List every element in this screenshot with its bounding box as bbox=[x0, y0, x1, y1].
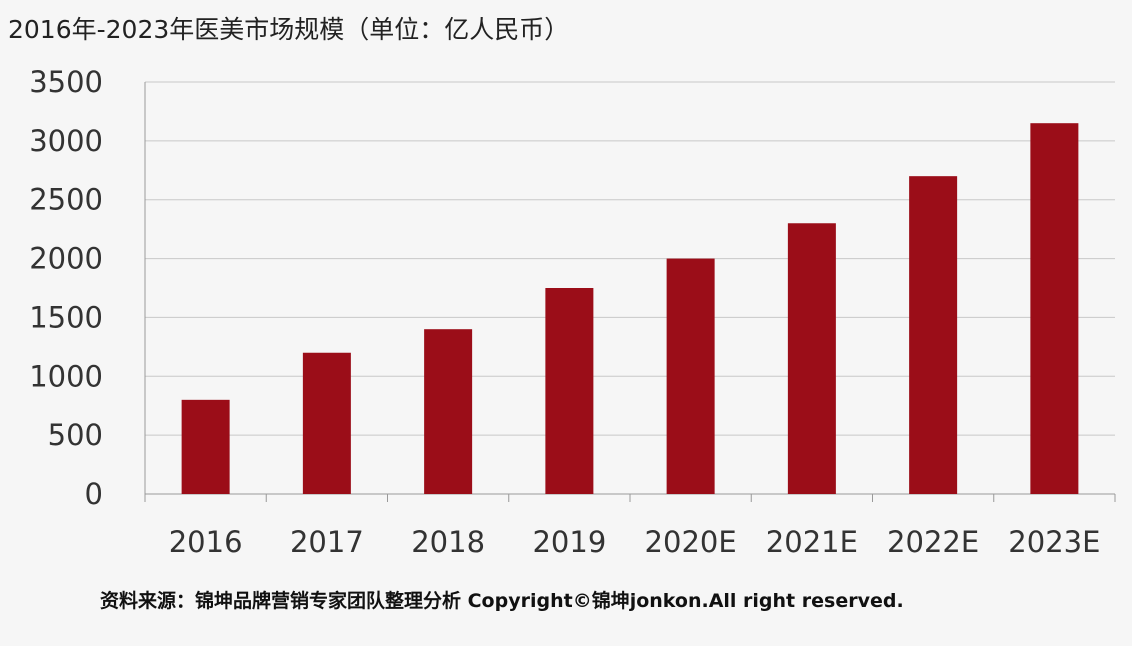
y-tick-label: 3500 bbox=[29, 65, 103, 99]
bar-2019 bbox=[545, 288, 594, 494]
source-note: 资料来源：锦坤品牌营销专家团队整理分析 Copyright©锦坤jonkon.A… bbox=[100, 590, 904, 612]
y-tick-label: 3000 bbox=[29, 124, 103, 158]
x-tick-label: 2020E bbox=[645, 525, 737, 559]
x-tick-label: 2018 bbox=[411, 525, 485, 559]
bar-2023E bbox=[1030, 123, 1079, 494]
x-tick-label: 2017 bbox=[290, 525, 364, 559]
y-tick-label: 1000 bbox=[29, 359, 103, 393]
x-tick-label: 2021E bbox=[766, 525, 858, 559]
bar-2020E bbox=[666, 258, 715, 494]
bar-2017 bbox=[302, 352, 351, 494]
bar-2016 bbox=[181, 399, 230, 494]
x-tick-label: 2022E bbox=[887, 525, 979, 559]
x-tick-label: 2023E bbox=[1008, 525, 1100, 559]
x-tick-label: 2019 bbox=[532, 525, 606, 559]
chart-title: 2016年-2023年医美市场规模（单位：亿人民币） bbox=[8, 15, 570, 44]
y-tick-label: 1500 bbox=[29, 300, 103, 334]
bar-2022E bbox=[909, 176, 958, 494]
bar-2018 bbox=[424, 329, 473, 494]
y-tick-label: 0 bbox=[85, 477, 103, 511]
x-tick-label: 2016 bbox=[169, 525, 243, 559]
y-tick-label: 2500 bbox=[29, 183, 103, 217]
bar-2021E bbox=[787, 223, 836, 494]
y-tick-label: 500 bbox=[48, 418, 103, 452]
y-tick-label: 2000 bbox=[29, 242, 103, 276]
